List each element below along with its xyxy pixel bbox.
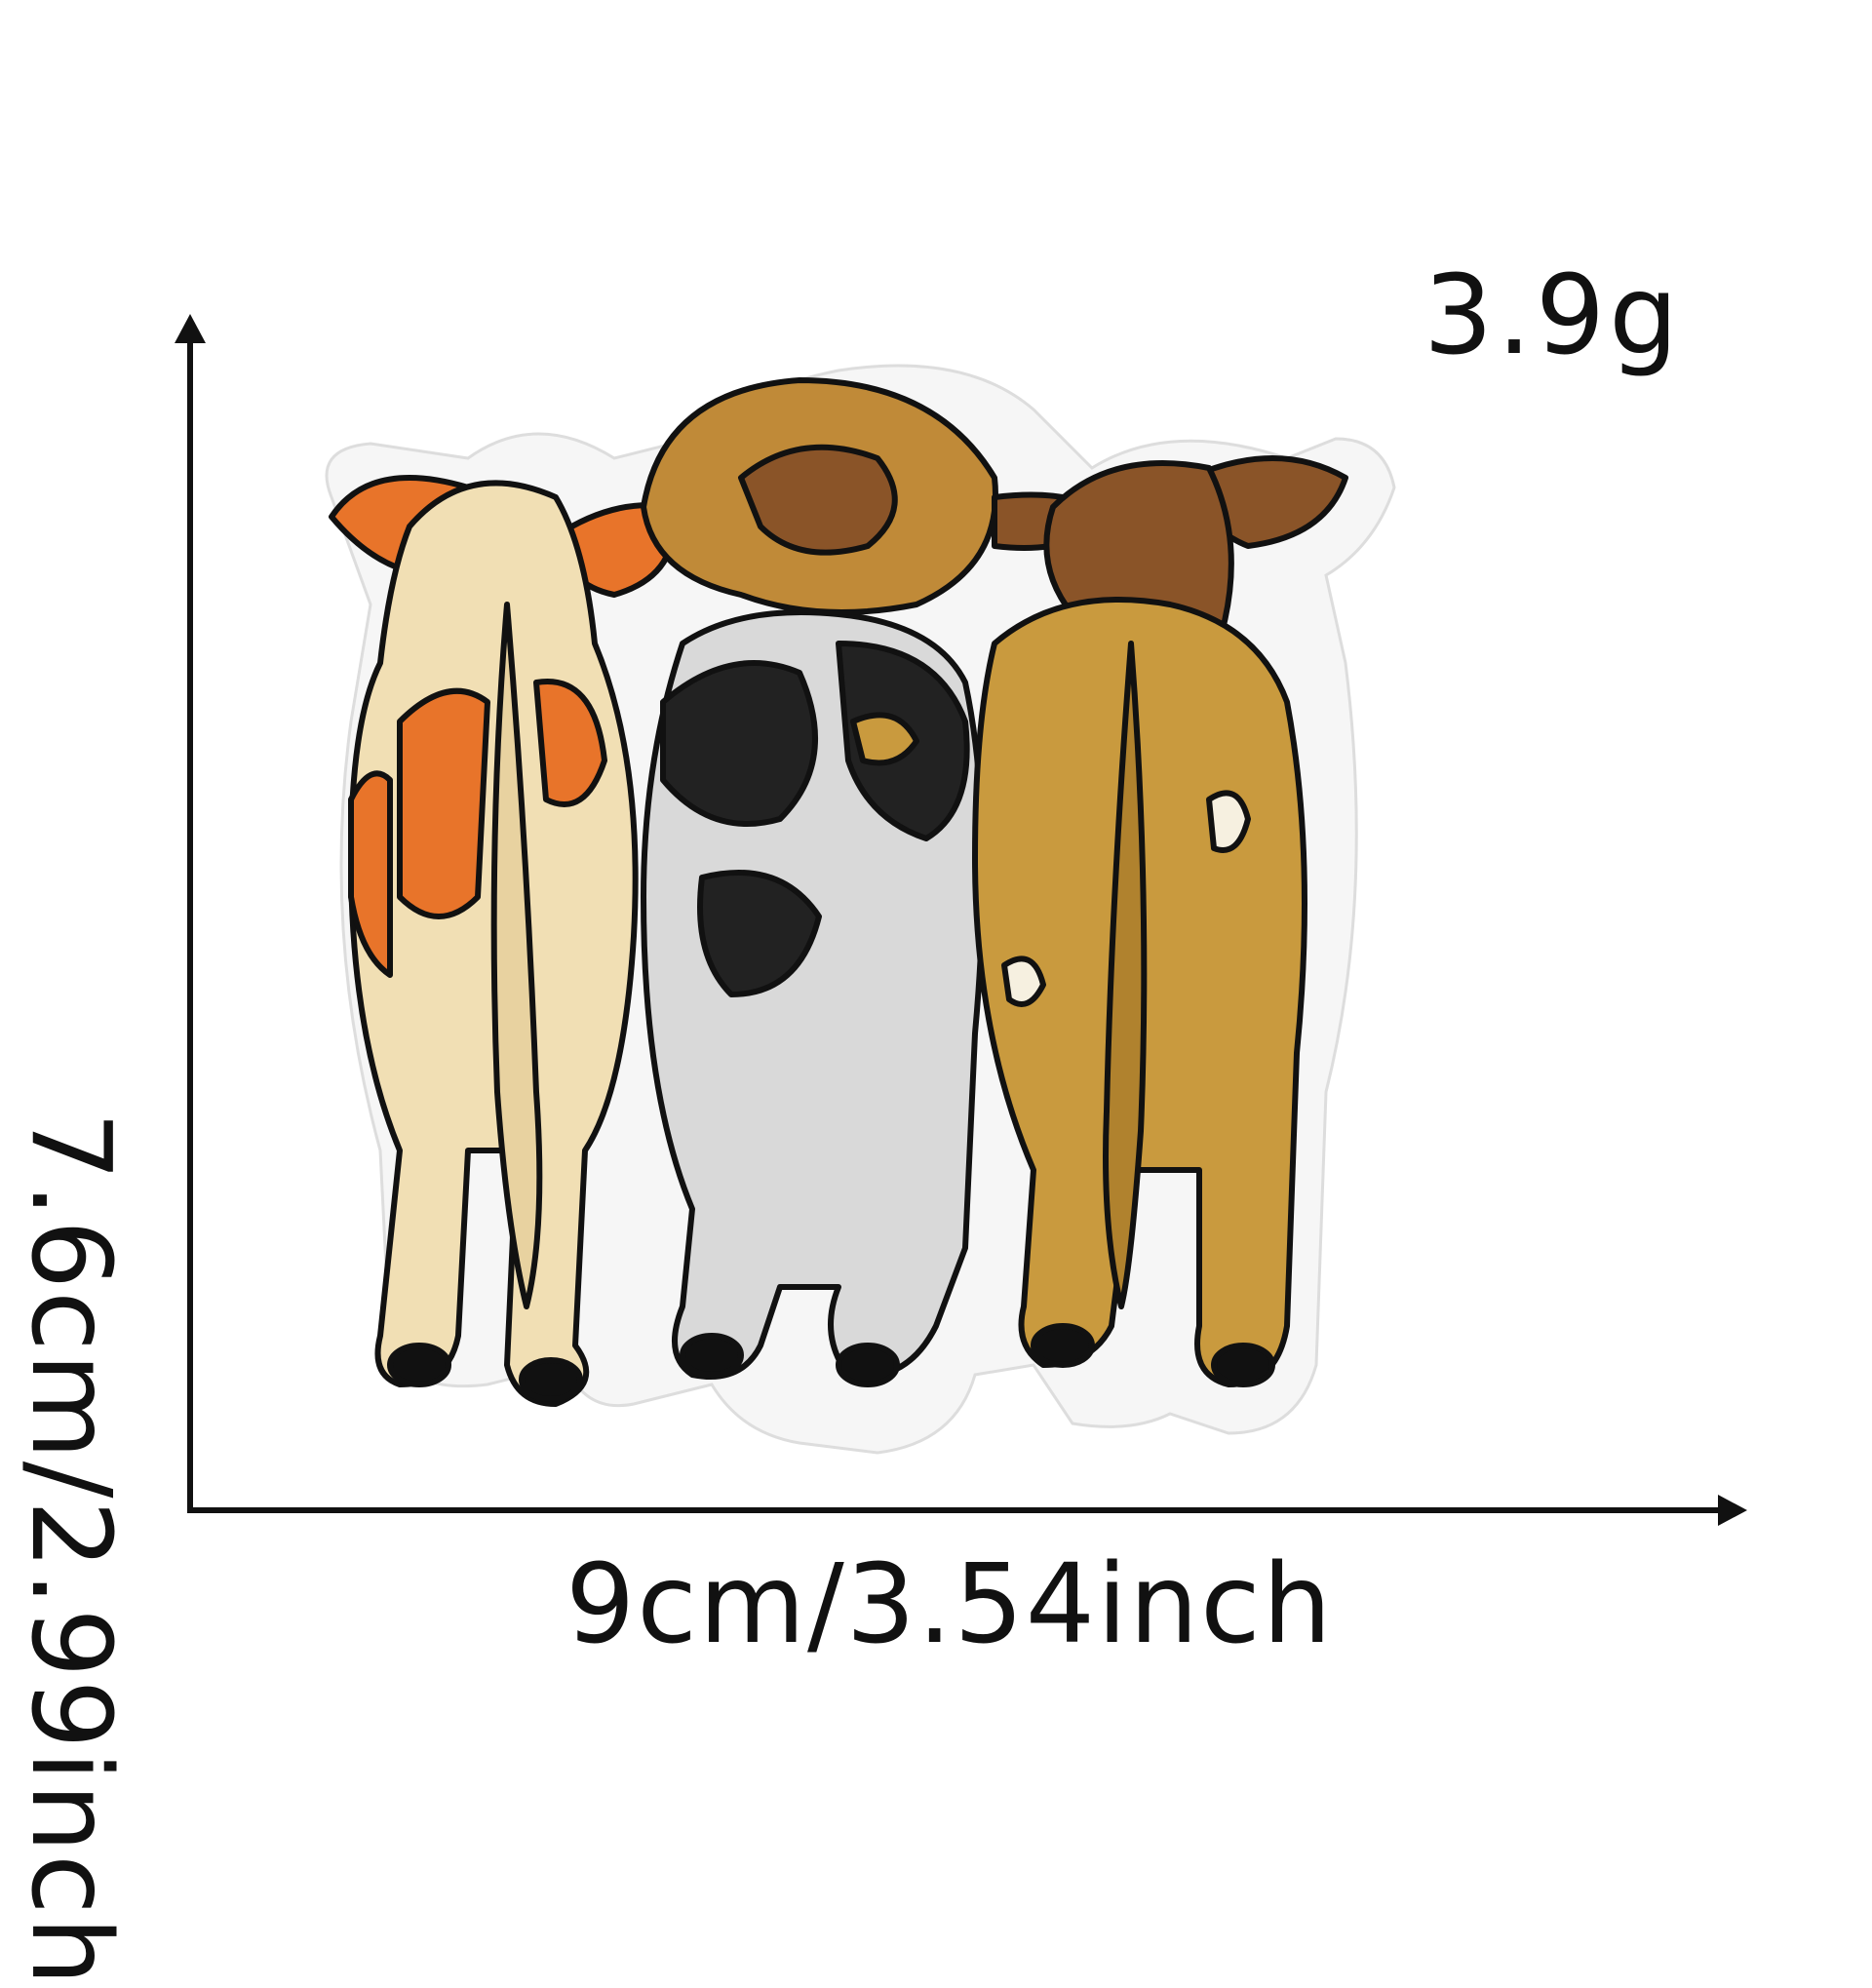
cow-left-spot-1 bbox=[397, 687, 490, 919]
height-arrow-line bbox=[187, 331, 193, 1513]
cow-middle-hoof-1 bbox=[680, 1333, 744, 1378]
cow-left-hoof-2 bbox=[519, 1357, 583, 1402]
cow-left-spot-3 bbox=[348, 770, 393, 978]
cow-left-tail bbox=[490, 602, 543, 1309]
width-arrow-line bbox=[187, 1507, 1726, 1513]
cow-right-hoof-2 bbox=[1211, 1343, 1275, 1387]
height-label: 7.6cm/2.99inch bbox=[7, 1111, 134, 1988]
cow-left bbox=[329, 475, 678, 1407]
width-label: 9cm/3.54inch bbox=[566, 1541, 1334, 1668]
cow-middle bbox=[641, 377, 1114, 1387]
weight-label: 3.9g bbox=[1424, 253, 1683, 379]
cow-right bbox=[972, 455, 1348, 1387]
cow-left-spot-2 bbox=[533, 679, 607, 807]
cow-middle-spot-4 bbox=[850, 712, 919, 766]
cow-right-hoof-1 bbox=[1031, 1323, 1095, 1368]
cow-middle-head-swirl bbox=[738, 444, 898, 556]
cow-middle-spot-3 bbox=[697, 870, 822, 997]
cow-middle-spot-1 bbox=[660, 660, 818, 827]
cow-left-hoof-1 bbox=[387, 1343, 451, 1387]
cow-middle-hoof-2 bbox=[836, 1343, 900, 1387]
cow-right-spot-2 bbox=[1001, 955, 1046, 1007]
cow-right-spot-1 bbox=[1206, 790, 1251, 853]
height-arrowhead-icon bbox=[175, 314, 206, 343]
cow-patch-image bbox=[325, 364, 1396, 1455]
width-arrowhead-icon bbox=[1718, 1495, 1747, 1526]
cow-right-tail bbox=[1103, 641, 1148, 1309]
